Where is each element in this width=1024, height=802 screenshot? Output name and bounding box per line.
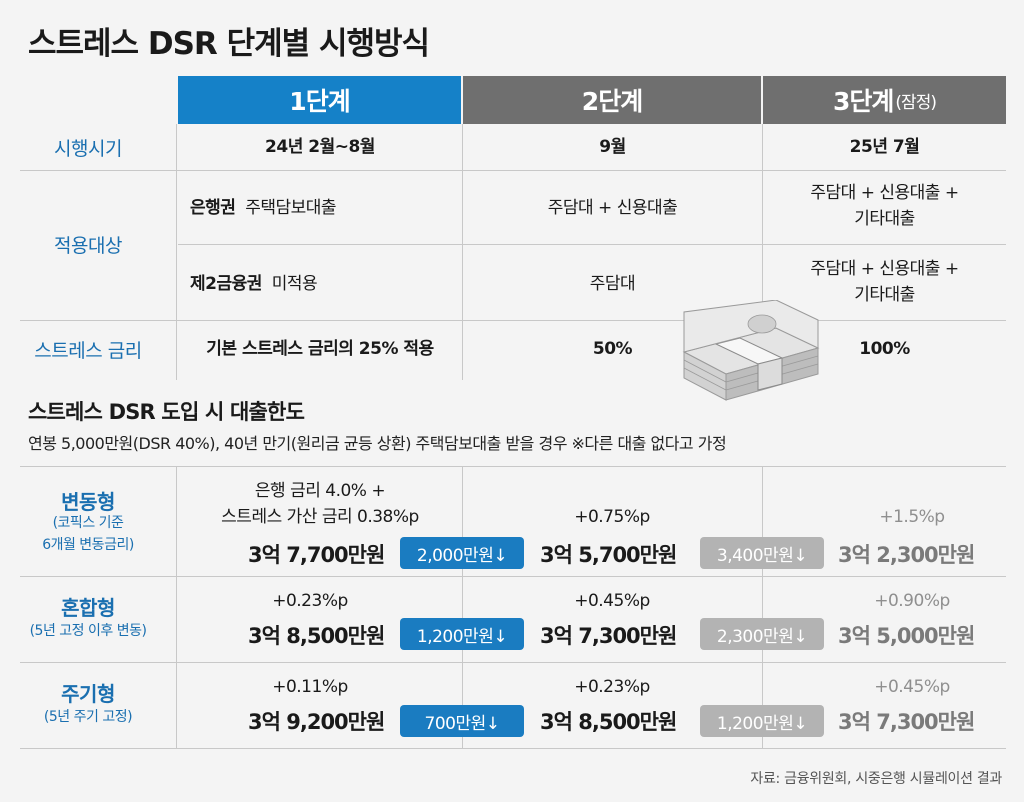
bank-target: 은행권 주택담보대출 (190, 195, 337, 221)
schedule-stage3: 25년 7월 (849, 137, 920, 157)
page-title: 스트레스 DSR 단계별 시행방식 (28, 26, 430, 62)
stage2-header: 2단계 (463, 76, 761, 124)
money-stack-illustration (682, 300, 820, 401)
variable-diff2-badge: 3,400만원↓ (700, 537, 824, 569)
mixed-stage1-rate: +0.23%p (272, 591, 348, 611)
divider (20, 466, 1006, 467)
divider (462, 124, 463, 380)
loan-type-periodic: 주기형 (61, 682, 115, 706)
loan-type-variable-desc1: (코픽스 기준 (52, 515, 124, 531)
periodic-stage2-rate: +0.23%p (574, 677, 650, 697)
divider (462, 466, 463, 748)
second-stage1: 미적용 (271, 274, 318, 294)
schedule-stage1: 24년 2월~8월 (265, 137, 375, 157)
schedule-label: 시행시기 (54, 138, 122, 160)
stress-rate-stage3: 100% (859, 339, 910, 359)
variable-diff1-badge: 2,000만원↓ (400, 537, 524, 569)
second-name: 제2금융권 (190, 274, 262, 294)
divider (762, 124, 763, 380)
mixed-stage3-amount: 3억 5,000만원 (838, 624, 975, 648)
bank-stage3-line1: 주담대 + 신용대출 + (810, 183, 959, 203)
second-stage2: 주담대 (589, 274, 636, 294)
divider (20, 170, 1006, 171)
variable-stage2-amount: 3억 5,700만원 (540, 543, 677, 567)
mixed-stage2-amount: 3억 7,300만원 (540, 624, 677, 648)
second-stage3-line2: 기타대출 (854, 285, 915, 305)
stress-rate-stage2: 50% (592, 339, 633, 359)
periodic-stage3-rate: +0.45%p (874, 677, 950, 697)
loan-type-mixed: 혼합형 (61, 596, 115, 620)
loan-type-periodic-desc: (5년 주기 고정) (43, 709, 133, 725)
divider (176, 466, 177, 748)
section-subtitle: 연봉 5,000만원(DSR 40%), 40년 만기(원리금 균등 상환) 주… (28, 434, 727, 453)
mixed-diff1-badge: 1,200만원↓ (400, 618, 524, 650)
second-target: 제2금융권 미적용 (190, 271, 318, 297)
bank-stage2: 주담대 + 신용대출 (547, 198, 678, 218)
divider (20, 576, 1006, 577)
divider (20, 662, 1006, 663)
mixed-diff2-badge: 2,300만원↓ (700, 618, 824, 650)
periodic-stage1-rate: +0.11%p (272, 677, 348, 697)
target-label: 적용대상 (54, 235, 122, 257)
section-title: 스트레스 DSR 도입 시 대출한도 (28, 400, 305, 424)
divider (176, 124, 177, 380)
periodic-diff2-badge: 1,200만원↓ (700, 705, 824, 737)
variable-stage2-rate: +0.75%p (574, 507, 650, 527)
source-note: 자료: 금융위원회, 시중은행 시뮬레이션 결과 (750, 771, 1002, 787)
periodic-diff1-badge: 700만원↓ (400, 705, 524, 737)
stress-rate-label: 스트레스 금리 (34, 340, 142, 362)
schedule-stage2: 9월 (599, 137, 626, 157)
divider (762, 466, 763, 748)
variable-stage3-amount: 3억 2,300만원 (838, 543, 975, 567)
stage1-header: 1단계 (178, 76, 461, 124)
stress-rate-stage1: 기본 스트레스 금리의 25% 적용 (206, 339, 434, 359)
periodic-stage2-amount: 3억 8,500만원 (540, 710, 677, 734)
periodic-stage1-amount: 3억 9,200만원 (248, 710, 385, 734)
variable-stage3-rate: +1.5%p (879, 507, 945, 527)
variable-stage1-rate-line2: 스트레스 가산 금리 0.38%p (221, 507, 419, 527)
variable-stage1-rate: 은행 금리 4.0% + 스트레스 가산 금리 0.38%p (178, 478, 462, 530)
divider (178, 244, 1006, 245)
stage3-header: 3단계 (잠정) (763, 76, 1006, 124)
loan-type-variable: 변동형 (61, 490, 115, 514)
bank-stage3: 주담대 + 신용대출 + 기타대출 (763, 180, 1006, 232)
bank-stage1: 주택담보대출 (245, 198, 337, 218)
bank-stage3-line2: 기타대출 (854, 209, 915, 229)
periodic-stage3-amount: 3억 7,300만원 (838, 710, 975, 734)
mixed-stage3-rate: +0.90%p (874, 591, 950, 611)
mixed-stage1-amount: 3억 8,500만원 (248, 624, 385, 648)
loan-type-variable-desc2: 6개월 변동금리) (42, 537, 134, 553)
stage3-note: (잠정) (895, 92, 937, 113)
second-stage3: 주담대 + 신용대출 + 기타대출 (763, 256, 1006, 308)
second-stage3-line1: 주담대 + 신용대출 + (810, 259, 959, 279)
divider (20, 320, 1006, 321)
divider (20, 748, 1006, 749)
loan-type-mixed-desc: (5년 고정 이후 변동) (29, 623, 147, 639)
bank-name: 은행권 (190, 198, 236, 218)
variable-stage1-rate-line1: 은행 금리 4.0% + (254, 481, 386, 501)
variable-stage1-amount: 3억 7,700만원 (248, 543, 385, 567)
mixed-stage2-rate: +0.45%p (574, 591, 650, 611)
